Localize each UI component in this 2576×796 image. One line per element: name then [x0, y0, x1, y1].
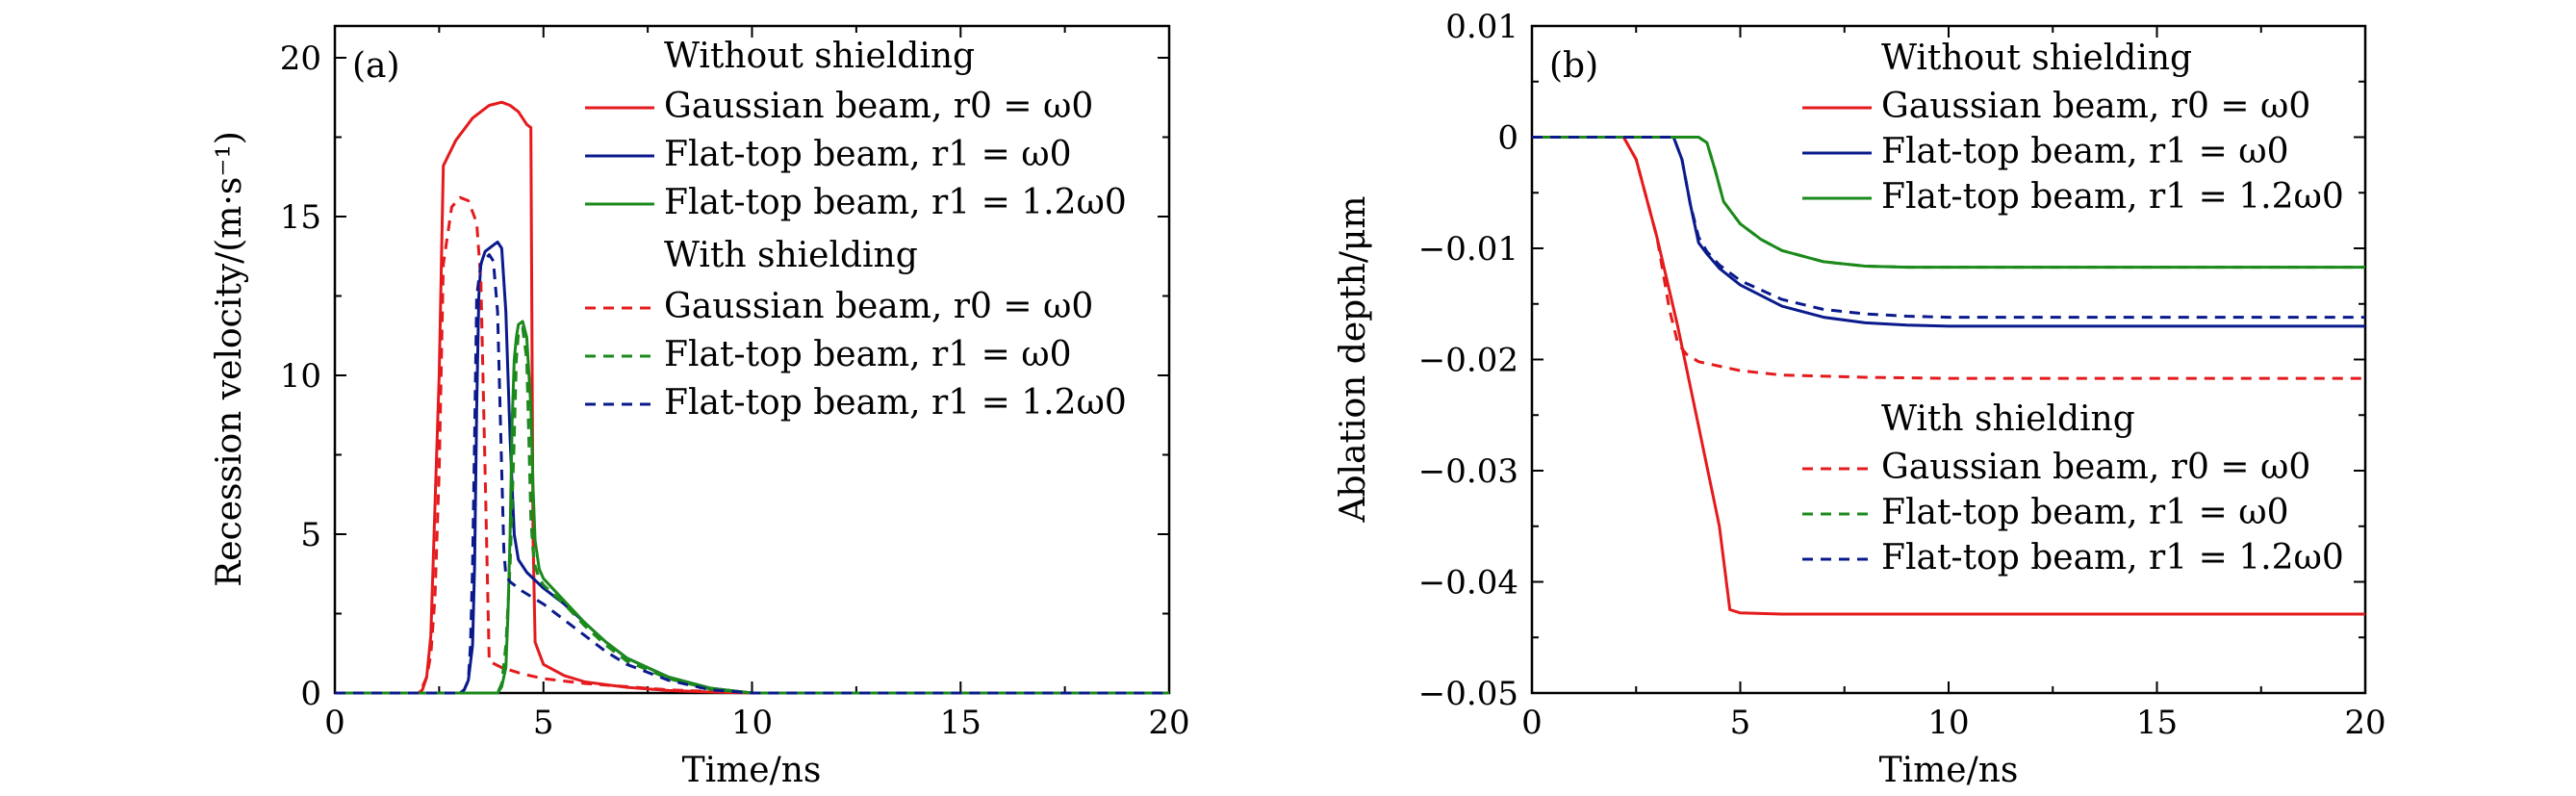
y-tick-label: −0.04 [1418, 564, 1518, 603]
chart-panel-a: 0 5 10 15 20 0 5 10 15 20 (a) Time/ns Recession v… [210, 24, 1190, 790]
legend-entry: Flat-top beam, r1 = ω0 [1881, 493, 2288, 532]
x-tick-label: 0 [1521, 704, 1543, 742]
legend-heading: With shielding [1881, 399, 2135, 439]
series-line-shielded-red [335, 195, 1169, 695]
legend-entry: Flat-top beam, r1 = ω0 [664, 335, 1071, 374]
x-tick-label: 20 [1148, 704, 1189, 742]
x-tick-label: 10 [1927, 704, 1969, 742]
y-tick-label: 15 [280, 198, 321, 237]
x-axis-title: Time/ns [1879, 751, 2019, 790]
y-tick-label: 5 [300, 516, 321, 554]
legend-entry: Gaussian beam, r0 = ω0 [1881, 448, 2310, 487]
x-tick-label: 5 [533, 704, 554, 742]
series-layer [1532, 136, 2365, 616]
legend: Without shielding Gaussian beam, r0 = ω0 F… [585, 37, 1127, 423]
y-tick-label: 0 [300, 675, 321, 713]
y-axis-title: Recession velocity/(m·s⁻¹) [210, 131, 249, 587]
series-line-shielded-blue [1532, 136, 2365, 320]
y-tick-label: 10 [280, 357, 321, 396]
series-line-shielded-red [1532, 136, 2365, 380]
legend-entry: Gaussian beam, r0 = ω0 [664, 287, 1093, 326]
x-tick-label: 15 [2136, 704, 2178, 742]
y-tick-label: −0.03 [1418, 452, 1518, 491]
legend-entry: Flat-top beam, r1 = 1.2ω0 [1881, 538, 2344, 578]
panel-label: (a) [352, 46, 400, 86]
series-line-shielded-blue [335, 253, 1169, 695]
legend-entry: Flat-top beam, r1 = 1.2ω0 [664, 183, 1127, 222]
panel-label: (b) [1549, 46, 1598, 86]
legend-entry: Flat-top beam, r1 = ω0 [1881, 132, 2288, 171]
x-tick-label: 5 [1730, 704, 1751, 742]
chart-panel-b: 0 5 10 15 20 0.01 0 −0.01 −0.02 −0.03 −0.04 −0.05 (… [1334, 8, 2386, 790]
legend-entry: Flat-top beam, r1 = ω0 [664, 135, 1071, 174]
legend: Without shielding Gaussian beam, r0 = ω0 F… [1802, 39, 2344, 578]
y-tick-label: −0.02 [1418, 342, 1518, 380]
x-tick-label: 0 [324, 704, 345, 742]
y-tick-label: 0.01 [1445, 8, 1518, 46]
ticks: 0 5 10 15 20 0 5 10 15 20 [280, 26, 1190, 742]
y-tick-label: −0.01 [1418, 230, 1518, 269]
legend-entry: Gaussian beam, r0 = ω0 [1881, 87, 2310, 126]
legend-heading: Without shielding [664, 37, 975, 76]
legend-entry: Flat-top beam, r1 = 1.2ω0 [664, 383, 1127, 423]
legend-heading: Without shielding [1881, 39, 2192, 78]
legend-heading: With shielding [664, 236, 918, 275]
x-tick-label: 15 [940, 704, 982, 742]
ticks: 0 5 10 15 20 0.01 0 −0.01 −0.02 −0.03 −0.04 −0.05 [1418, 8, 2386, 742]
series-layer [335, 100, 1169, 695]
legend-entry: Gaussian beam, r0 = ω0 [664, 87, 1093, 126]
x-axis-title: Time/ns [682, 751, 822, 790]
x-tick-label: 10 [731, 704, 773, 742]
legend-entry: Flat-top beam, r1 = 1.2ω0 [1881, 177, 2344, 217]
series-line-unshielded-green [335, 320, 1169, 695]
y-tick-label: 0 [1497, 119, 1518, 158]
series-line-shielded-green [1532, 136, 2365, 270]
y-tick-label: 20 [280, 39, 321, 78]
x-tick-label: 20 [2344, 704, 2385, 742]
y-tick-label: −0.05 [1418, 675, 1518, 713]
y-axis-title: Ablation depth/μm [1334, 195, 1373, 523]
